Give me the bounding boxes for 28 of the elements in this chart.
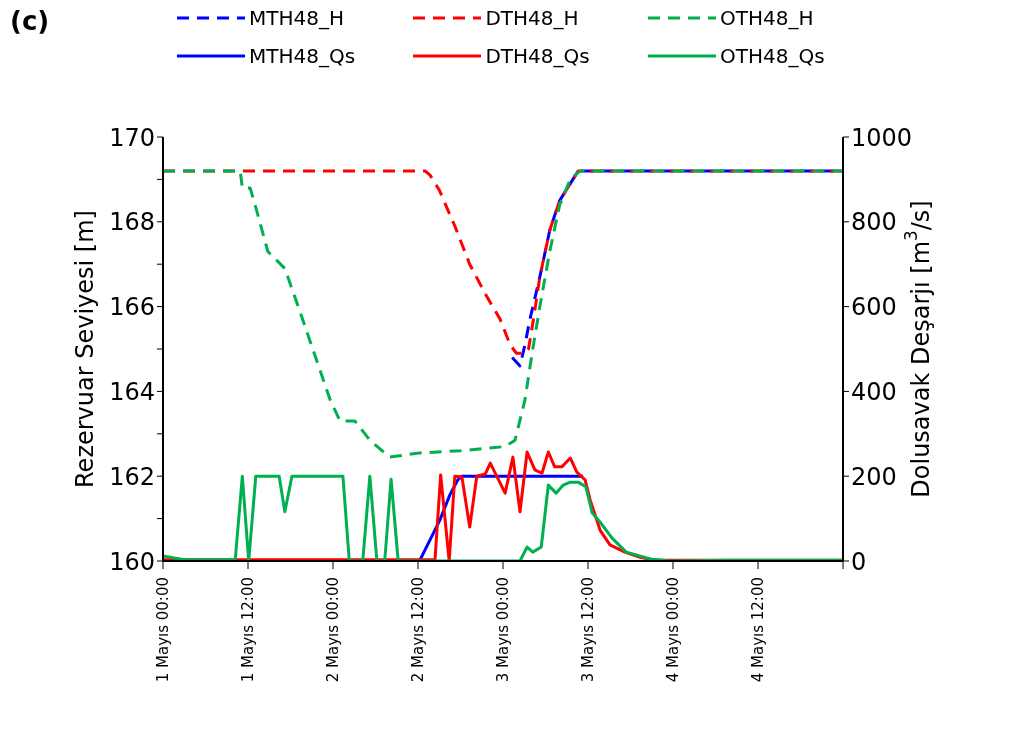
y2-tick-label: 400 <box>851 377 897 406</box>
x-tick-label: 4 Mayıs 12:00 <box>749 577 767 683</box>
y2-tick-label: 200 <box>851 462 897 491</box>
y-axis-title: Rezervuar Seviyesi [m] <box>71 210 99 488</box>
legend-label: DTH48_H <box>485 6 579 30</box>
x-tick-label: 2 Mayıs 12:00 <box>409 577 427 683</box>
legend-label: MTH48_H <box>249 6 344 30</box>
legend-label: OTH48_Qs <box>720 44 825 68</box>
y-tick-label: 164 <box>109 377 155 406</box>
x-tick-label: 3 Mayıs 00:00 <box>494 577 512 683</box>
x-tick-label: 1 Mayıs 12:00 <box>239 577 257 683</box>
y-tick-label: 160 <box>109 547 155 576</box>
y2-tick-label: 0 <box>851 547 867 576</box>
y-tick-label: 168 <box>109 208 155 237</box>
y-tick-label: 170 <box>109 123 155 152</box>
y2-tick-label: 600 <box>851 293 897 322</box>
y-tick-label: 166 <box>109 293 155 322</box>
legend-label: OTH48_H <box>720 6 814 30</box>
legend-label: DTH48_Qs <box>485 44 590 68</box>
y-tick-label: 162 <box>109 462 155 491</box>
y2-tick-label: 800 <box>851 208 897 237</box>
y2-tick-label: 1000 <box>851 123 913 152</box>
x-tick-label: 1 Mayıs 00:00 <box>154 577 172 683</box>
legend-label: MTH48_Qs <box>249 44 356 68</box>
x-tick-label: 3 Mayıs 12:00 <box>579 577 597 683</box>
x-tick-label: 2 Mayıs 00:00 <box>324 577 342 683</box>
chart-title: (c) <box>10 6 50 36</box>
x-tick-label: 4 Mayıs 00:00 <box>664 577 682 683</box>
